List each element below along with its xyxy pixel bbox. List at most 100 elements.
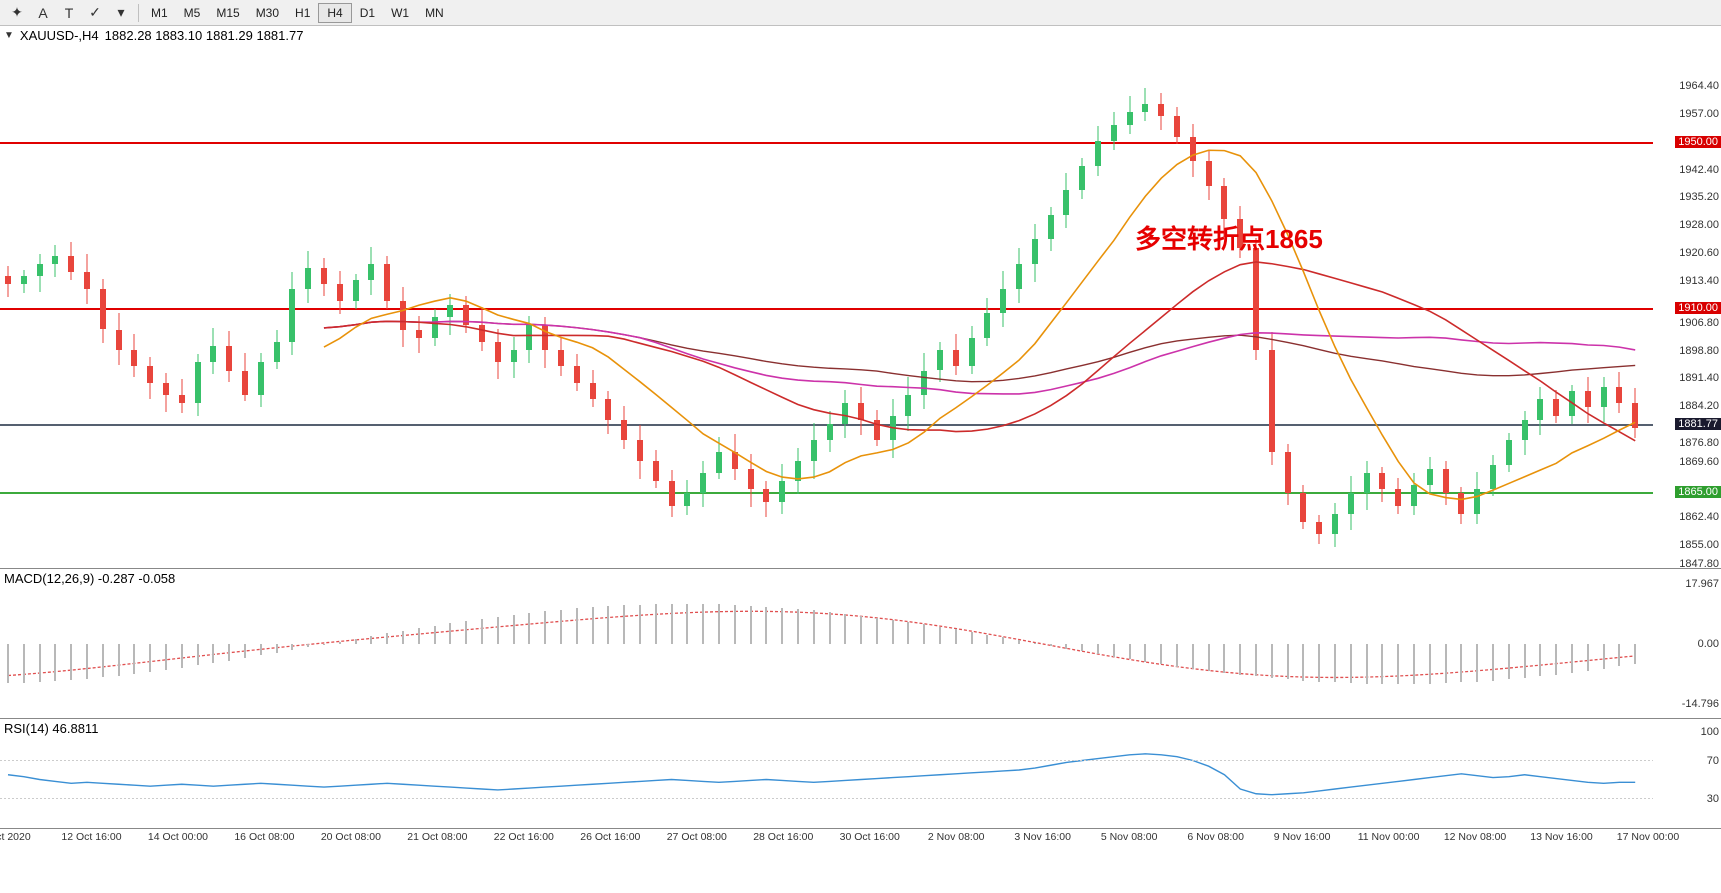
macd-histogram-bar-58 — [923, 624, 925, 644]
macd-histogram-bar-87 — [1381, 644, 1383, 684]
price-tick-1876-80: 1876.80 — [1679, 437, 1719, 449]
date-tick-7: 26 Oct 16:00 — [580, 831, 640, 843]
chart-annotation-text[interactable]: 多空转折点1865 — [1135, 219, 1323, 256]
timeframe-button-m15[interactable]: M15 — [208, 3, 247, 23]
macd-histogram-bar-48 — [765, 607, 767, 644]
macd-histogram-bar-50 — [797, 609, 799, 644]
timeframe-button-m5[interactable]: M5 — [176, 3, 209, 23]
macd-histogram-bar-8 — [133, 644, 135, 674]
timeframe-button-mn[interactable]: MN — [417, 3, 452, 23]
macd-histogram-bar-54 — [860, 616, 862, 644]
date-tick-14: 6 Nov 08:00 — [1187, 831, 1244, 843]
macd-histogram-bar-0 — [7, 644, 9, 683]
macd-histogram-bar-25 — [402, 631, 404, 644]
crosshair-icon[interactable]: ✦ — [4, 2, 30, 24]
macd-histogram-bar-10 — [165, 644, 167, 670]
date-tick-16: 11 Nov 00:00 — [1358, 831, 1420, 843]
macd-histogram-bar-92 — [1460, 644, 1462, 682]
macd-axis-tick-0.00: 0.00 — [1698, 638, 1719, 650]
macd-histogram-bar-65 — [1034, 643, 1036, 644]
dropdown-chevron-icon[interactable]: ▾ — [108, 2, 134, 24]
macd-histogram-bar-2 — [39, 644, 41, 682]
macd-histogram-bar-32 — [513, 615, 515, 644]
date-tick-9: 28 Oct 16:00 — [753, 831, 813, 843]
date-axis[interactable]: 9 Oct 2020 12 Oct 16:00 14 Oct 00:00 16 Oct… — [0, 829, 1721, 849]
date-tick-8: 27 Oct 08:00 — [667, 831, 727, 843]
macd-histogram-bar-81 — [1287, 644, 1289, 679]
price-tick-1920-60: 1920.60 — [1679, 247, 1719, 259]
price-tick-1935-20: 1935.20 — [1679, 191, 1719, 203]
macd-histogram-bar-84 — [1334, 644, 1336, 682]
macd-histogram-bar-45 — [718, 604, 720, 644]
macd-histogram-bar-6 — [102, 644, 104, 677]
macd-panel[interactable]: MACD(12,26,9) -0.287 -0.058 17.967 0.00 -1… — [0, 569, 1721, 719]
macd-histogram-bar-21 — [339, 642, 341, 644]
timeframe-button-m1[interactable]: M1 — [143, 3, 176, 23]
macd-histogram-bar-85 — [1350, 644, 1352, 683]
macd-histogram-bar-30 — [481, 619, 483, 644]
macd-histogram-bar-63 — [1002, 637, 1004, 644]
macd-axis-tick-17.967: 17.967 — [1685, 578, 1719, 590]
rsi-label: RSI(14) 46.8811 — [4, 721, 98, 736]
price-panel[interactable]: ▼ XAUUSD-,H4 1882.28 1883.10 1881.29 188… — [0, 26, 1721, 569]
macd-axis-labels: 17.967 0.00 -14.796 — [1653, 569, 1721, 718]
macd-histogram-bar-67 — [1065, 644, 1067, 649]
macd-histogram-bar-12 — [197, 644, 199, 665]
macd-histogram-bar-4 — [70, 644, 72, 680]
macd-histogram-bar-99 — [1571, 644, 1573, 673]
date-tick-4: 20 Oct 08:00 — [321, 831, 381, 843]
macd-histogram-bar-97 — [1539, 644, 1541, 676]
macd-histogram-bar-62 — [986, 635, 988, 644]
rsi-axis-tick-30: 30 — [1707, 793, 1719, 805]
timeframe-group: M1 M5 M15 M30 H1 H4 D1 W1 MN — [143, 3, 452, 23]
macd-histogram-bar-52 — [829, 612, 831, 644]
rsi-axis-labels: 100 70 30 — [1653, 719, 1721, 828]
price-tick-1928-00: 1928.00 — [1679, 219, 1719, 231]
macd-histogram-bar-95 — [1508, 644, 1510, 679]
macd-histogram-bar-74 — [1176, 644, 1178, 667]
macd-histogram-bar-46 — [734, 605, 736, 644]
macd-histogram-bar-66 — [1050, 644, 1052, 646]
macd-histogram-bar-53 — [844, 614, 846, 644]
macd-histogram-bar-96 — [1524, 644, 1526, 678]
macd-histogram-bar-102 — [1618, 644, 1620, 666]
indicator-list-icon[interactable]: ✓ — [82, 2, 108, 24]
timeframe-button-h1[interactable]: H1 — [287, 3, 318, 23]
macd-histogram-bar-70 — [1113, 644, 1115, 657]
chart-region: ▼ XAUUSD-,H4 1882.28 1883.10 1881.29 188… — [0, 26, 1721, 893]
rsi-axis-tick-100: 100 — [1701, 726, 1719, 738]
date-tick-15: 9 Nov 16:00 — [1274, 831, 1331, 843]
macd-histogram-bar-11 — [181, 644, 183, 668]
date-tick-0: 9 Oct 2020 — [0, 831, 31, 843]
rsi-panel[interactable]: RSI(14) 46.8811 100 70 30 — [0, 719, 1721, 829]
macd-histogram-bar-57 — [907, 622, 909, 644]
arrow-cursor-icon[interactable]: A — [30, 2, 56, 24]
symbol-ohlc: 1882.28 1883.10 1881.29 1881.77 — [105, 28, 304, 43]
macd-histogram-bar-103 — [1634, 644, 1636, 664]
price-tick-1957-00: 1957.00 — [1679, 108, 1719, 120]
timeframe-button-d1[interactable]: D1 — [352, 3, 383, 23]
trading-chart-app: ✦ A T ✓ ▾ M1 M5 M15 M30 H1 H4 D1 W1 MN ▼ XAUUSD-… — [0, 0, 1721, 893]
macd-histogram-bar-38 — [607, 606, 609, 644]
price-tick-1910-00: 1910.00 — [1675, 302, 1721, 314]
macd-histogram-bar-41 — [655, 604, 657, 644]
macd-chart — [0, 569, 1653, 719]
price-tick-1884-20: 1884.20 — [1679, 400, 1719, 412]
timeframe-button-m30[interactable]: M30 — [248, 3, 287, 23]
symbol-dropdown-arrow[interactable]: ▼ — [4, 30, 14, 41]
timeframe-button-h4[interactable]: H4 — [318, 3, 351, 23]
macd-histogram-bar-80 — [1271, 644, 1273, 678]
macd-histogram-bar-29 — [465, 621, 467, 644]
macd-histogram-bar-19 — [307, 644, 309, 647]
price-tick-1855-00: 1855.00 — [1679, 539, 1719, 551]
text-tool-icon[interactable]: T — [56, 2, 82, 24]
timeframe-button-w1[interactable]: W1 — [383, 3, 417, 23]
macd-histogram-bar-60 — [955, 629, 957, 644]
date-tick-11: 2 Nov 08:00 — [928, 831, 985, 843]
date-tick-2: 14 Oct 00:00 — [148, 831, 208, 843]
macd-histogram-bar-1 — [23, 644, 25, 683]
macd-histogram-bar-33 — [528, 613, 530, 644]
macd-histogram-bar-9 — [149, 644, 151, 672]
macd-histogram-bar-14 — [228, 644, 230, 661]
date-tick-6: 22 Oct 16:00 — [494, 831, 554, 843]
